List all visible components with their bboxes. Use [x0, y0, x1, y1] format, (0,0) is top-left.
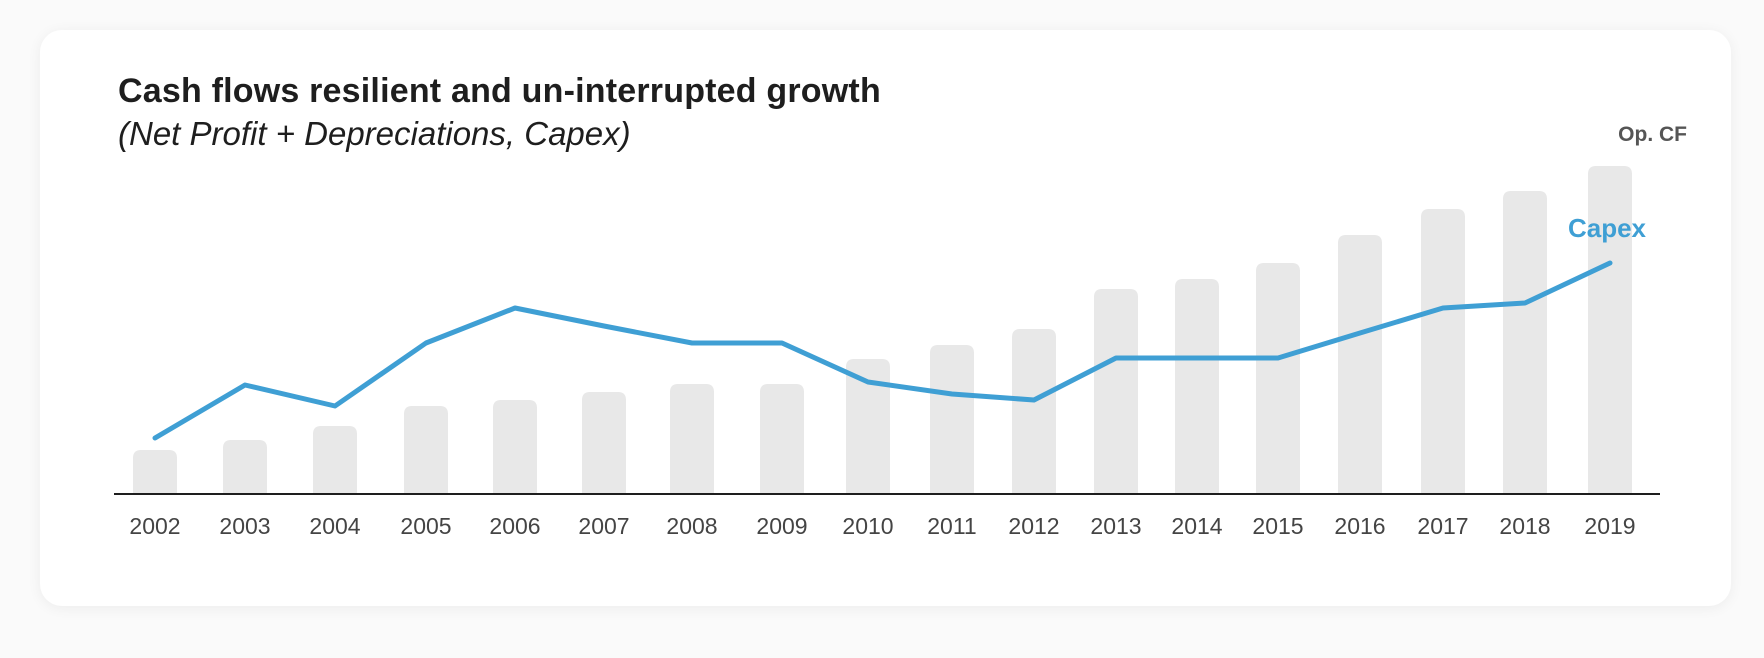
x-tick-2014: 2014: [1171, 513, 1222, 539]
x-tick-2015: 2015: [1252, 513, 1303, 539]
x-tick-2003: 2003: [219, 513, 270, 539]
x-tick-2017: 2017: [1417, 513, 1468, 539]
opcf-bar-2012: [1012, 329, 1056, 494]
opcf-bar-2006: [493, 400, 537, 494]
opcf-bar-2010: [846, 359, 890, 494]
opcf-bar-2013: [1094, 289, 1138, 494]
x-tick-2007: 2007: [578, 513, 629, 539]
x-tick-2004: 2004: [309, 513, 360, 539]
chart-title: Cash flows resilient and un-interrupted …: [118, 72, 881, 110]
opcf-bar-2014: [1175, 279, 1219, 494]
x-tick-2008: 2008: [666, 513, 717, 539]
opcf-bar-2018: [1503, 191, 1547, 494]
opcf-bar-2007: [582, 392, 626, 494]
opcf-bar-2015: [1256, 263, 1300, 494]
opcf-bar-2002: [133, 450, 177, 494]
opcf-bar-2016: [1338, 235, 1382, 494]
chart-subtitle: (Net Profit + Depreciations, Capex): [118, 115, 631, 152]
x-tick-2012: 2012: [1008, 513, 1059, 539]
x-tick-2016: 2016: [1334, 513, 1385, 539]
x-tick-2006: 2006: [489, 513, 540, 539]
opcf-bar-2011: [930, 345, 974, 494]
opcf-bar-2004: [313, 426, 357, 494]
x-tick-2002: 2002: [129, 513, 180, 539]
capex-line: [152, 260, 1613, 441]
x-tick-labels: 2002 2003 2004 2005 2006 2007 2008 2009 2010 2011…: [129, 513, 1635, 539]
opcf-series-label: Op. CF: [1618, 123, 1687, 146]
x-tick-2018: 2018: [1499, 513, 1550, 539]
opcf-bars: [133, 166, 1632, 494]
opcf-bar-2005: [404, 406, 448, 494]
opcf-bar-2017: [1421, 209, 1465, 494]
x-tick-2009: 2009: [756, 513, 807, 539]
x-tick-2010: 2010: [842, 513, 893, 539]
x-tick-2019: 2019: [1584, 513, 1635, 539]
x-tick-2005: 2005: [400, 513, 451, 539]
opcf-bar-2003: [223, 440, 267, 494]
opcf-bar-2009: [760, 384, 804, 494]
opcf-bar-2008: [670, 384, 714, 494]
opcf-bar-2019: [1588, 166, 1632, 494]
x-tick-2011: 2011: [927, 513, 976, 539]
x-tick-2013: 2013: [1090, 513, 1141, 539]
capex-series-label: Capex: [1568, 213, 1647, 243]
